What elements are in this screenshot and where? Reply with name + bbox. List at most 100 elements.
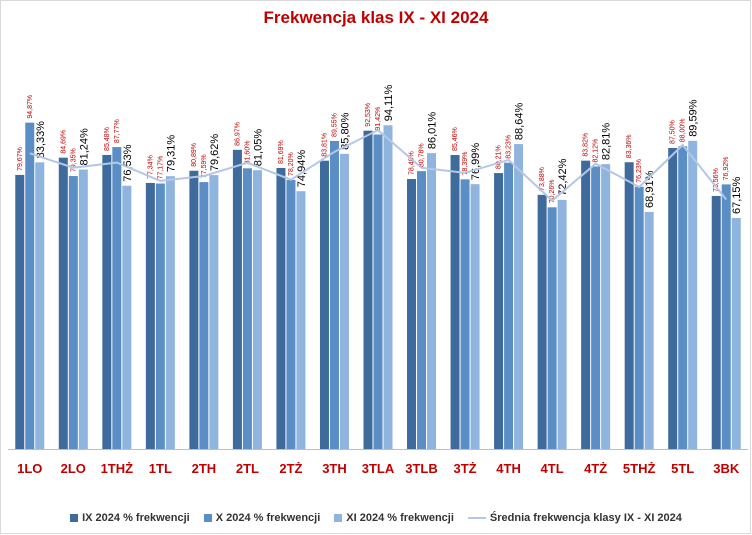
legend-item-1: IX 2024 % frekwencji [70, 512, 190, 524]
data-label-2-1LO: 94,87% [27, 95, 34, 119]
bar-3-2TŻ [296, 191, 306, 449]
category-label-1LO: 1LO [17, 461, 42, 476]
data-label-2-3TLA: 91,42% [375, 107, 382, 131]
data-label-3-3TLA: 94,11% [383, 85, 395, 122]
bar-2-4TŻ [591, 166, 601, 449]
data-label-2-5THŻ: 76,23% [636, 159, 643, 183]
data-label-1-2TH: 80,89% [191, 143, 198, 167]
bar-2-1TL [155, 183, 165, 449]
category-label-3TLB: 3TLB [405, 461, 438, 476]
bar-2-3TLB [417, 171, 427, 449]
bar-3-5TL [688, 140, 698, 449]
bar-3-3TLA [383, 125, 393, 449]
legend-item-4: Średnia frekwencja klasy IX - XI 2024 [467, 512, 682, 524]
category-label-2TH: 2TH [192, 461, 217, 476]
bar-3-3TLB [427, 153, 437, 449]
data-label-1-1THŻ: 85,48% [104, 127, 111, 151]
data-label-1-3TH: 83,81% [321, 133, 328, 157]
category-label-3TŻ: 3TŻ [453, 461, 476, 476]
data-label-3-1THŻ: 76,53% [122, 144, 134, 182]
bar-1-3TLA [363, 130, 373, 450]
legend-swatch-2 [203, 514, 212, 522]
data-label-2-5TL: 88,00% [680, 119, 687, 143]
bar-1-2TL [232, 149, 242, 450]
bar-1-1THŻ [102, 154, 112, 450]
data-label-2-3TH: 89,55% [331, 113, 338, 137]
bar-2-4TH [504, 162, 514, 450]
category-label-2TL: 2TL [236, 461, 259, 476]
bar-3-3TŻ [470, 184, 480, 449]
data-label-3-3BK: 67,15% [731, 176, 743, 214]
legend-item-2: X 2024 % frekwencji [203, 512, 321, 524]
bar-3-2TH [209, 175, 219, 450]
bar-2-5THŻ [634, 186, 644, 449]
category-label-2TŻ: 2TŻ [279, 461, 302, 476]
bar-1-3TH [319, 160, 329, 449]
data-label-1-3TLB: 78,48% [409, 151, 416, 175]
bar-1-5TL [668, 148, 678, 449]
legend-swatch-4 [467, 517, 486, 519]
bar-3-2TL [252, 170, 262, 450]
data-label-3-2LO: 81,24% [78, 128, 90, 166]
bar-1-2LO [58, 157, 68, 450]
bar-1-4TL [537, 194, 547, 449]
bar-2-2TH [199, 182, 209, 449]
category-label-1TL: 1TL [149, 461, 172, 476]
bar-2-4TL [547, 207, 557, 449]
data-label-2-1TL: 77,17% [157, 156, 164, 180]
bar-2-3BK [721, 184, 731, 449]
bar-3-1LO [35, 162, 45, 450]
legend-label-1: IX 2024 % frekwencji [82, 512, 190, 524]
data-label-3-2TH: 79,62% [209, 134, 221, 172]
bar-1-5THŻ [624, 162, 634, 450]
data-label-1-4TH: 80,21% [496, 145, 503, 169]
legend-label-3: XI 2024 % frekwencji [346, 512, 454, 524]
bar-3-4TŻ [601, 164, 611, 449]
category-label-4TŻ: 4TŻ [584, 461, 607, 476]
bar-2-5TL [678, 146, 688, 449]
category-label-2LO: 2LO [61, 461, 86, 476]
category-label-5TL: 5TL [671, 461, 694, 476]
bar-3-5THŻ [644, 211, 654, 449]
data-label-1-2LO: 84,69% [60, 130, 67, 154]
bar-2-1THŻ [112, 147, 122, 449]
category-label-3TH: 3TH [322, 461, 347, 476]
chart-legend: IX 2024 % frekwencji X 2024 % frekwencji X… [0, 512, 752, 524]
category-label-3TLA: 3TLA [362, 461, 395, 476]
bar-2-2LO [68, 176, 78, 449]
category-label-4TH: 4TH [496, 461, 521, 476]
data-label-2-2TH: 77,59% [201, 154, 208, 178]
data-label-3-5TL: 89,59% [688, 99, 700, 137]
bar-3-1THŻ [122, 185, 132, 449]
bar-1-3TŻ [450, 155, 460, 450]
data-label-3-2TŻ: 74,94% [296, 150, 308, 188]
bar-1-3TLB [407, 179, 417, 449]
data-label-2-3TLB: 80,78% [419, 143, 426, 167]
bar-1-3BK [711, 195, 721, 449]
bar-2-1LO [25, 122, 35, 449]
data-label-1-3BK: 73,56% [713, 168, 720, 192]
average-line [29, 128, 728, 203]
chart-title: Frekwencja klas IX - XI 2024 [263, 8, 489, 27]
bar-2-2TŻ [286, 179, 296, 449]
data-label-1-3TLA: 92,53% [365, 103, 372, 127]
data-label-1-5TL: 87,50% [670, 120, 677, 144]
bar-3-3BK [731, 218, 741, 449]
legend-label-4: Średnia frekwencja klasy IX - XI 2024 [489, 512, 682, 524]
legend-swatch-1 [70, 514, 79, 522]
data-label-3-4TŻ: 82,81% [601, 123, 613, 161]
data-label-3-3TH: 85,80% [339, 112, 351, 150]
data-label-2-4TH: 83,23% [506, 135, 513, 159]
data-label-3-3TLB: 86,01% [427, 112, 439, 150]
bar-1-1LO [15, 174, 25, 450]
data-label-2-2TL: 81,60% [244, 141, 251, 165]
data-label-1-1LO: 79,67% [17, 147, 24, 171]
data-label-2-2LO: 79,35% [70, 148, 77, 172]
data-label-1-5THŻ: 83,36% [626, 134, 633, 158]
data-label-1-4TŻ: 83,82% [583, 133, 590, 157]
bar-1-4TH [494, 173, 504, 449]
bar-3-2LO [78, 169, 88, 449]
category-label-4TL: 4TL [541, 461, 564, 476]
legend-label-2: X 2024 % frekwencji [215, 512, 321, 524]
